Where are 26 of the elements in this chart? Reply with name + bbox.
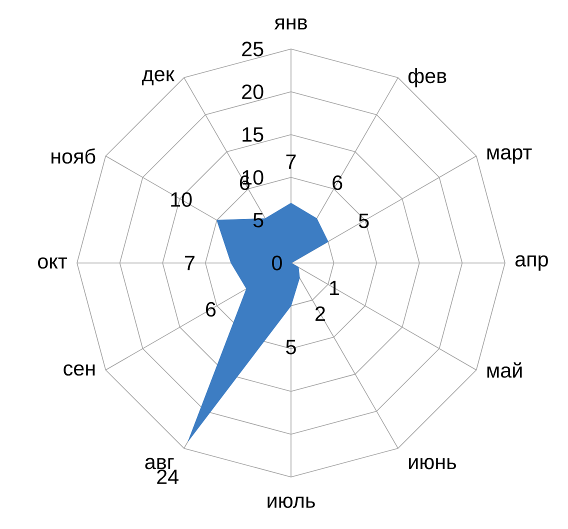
spoke-label: авг [145, 458, 174, 470]
data-label: 10 [171, 192, 192, 207]
data-label: 5 [286, 340, 296, 354]
y-tick-label: 15 [242, 127, 264, 142]
spoke-label: июль [268, 496, 315, 508]
spoke-label: июнь [409, 458, 456, 470]
data-label: 5 [358, 214, 369, 228]
data-label: 1 [330, 280, 339, 296]
spoke-label: янв [274, 18, 307, 30]
spoke-label: фев [408, 68, 446, 88]
y-tick-label: 0 [272, 256, 282, 270]
data-label: 24 [157, 470, 179, 484]
data-label: 7 [286, 154, 296, 169]
data-label: 2 [316, 306, 325, 321]
spoke-label: апр [515, 255, 548, 271]
spoke-label: дек [142, 70, 174, 86]
spoke-label: март [487, 148, 532, 164]
y-tick-label: 25 [242, 42, 264, 56]
data-label: 6 [206, 302, 216, 317]
y-tick-label: 20 [242, 84, 264, 100]
spoke-label: сен [64, 364, 95, 376]
data-label: 7 [185, 256, 194, 270]
data-label: 6 [332, 175, 342, 190]
spoke-label: нояб [52, 148, 96, 164]
spoke-label: май [487, 362, 522, 378]
spoke-label: окт [38, 257, 68, 269]
